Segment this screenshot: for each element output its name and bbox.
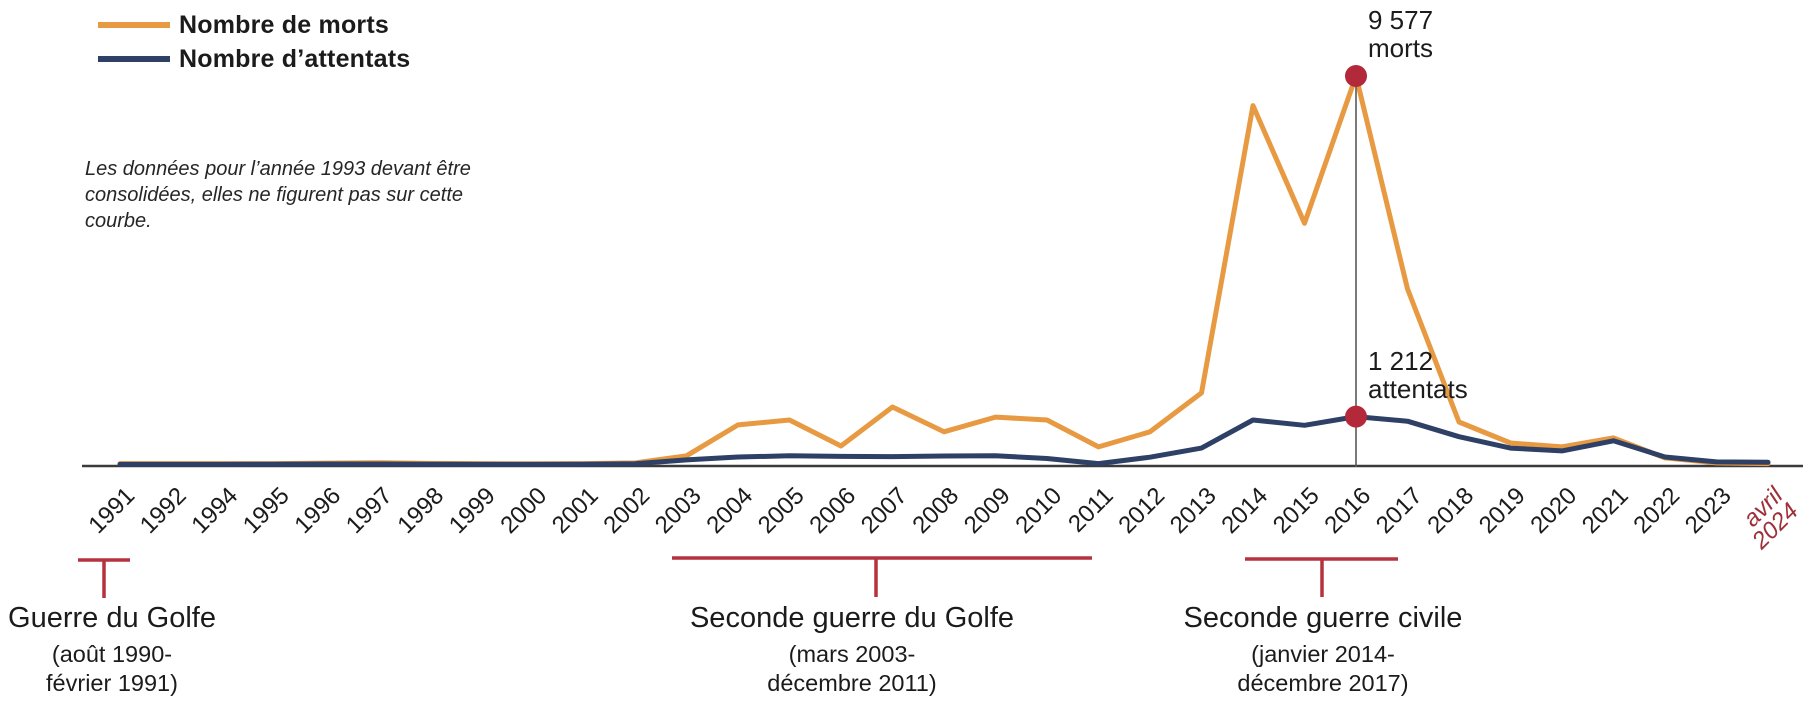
period-bracket xyxy=(672,556,1092,597)
x-tick-label: 2011 xyxy=(1063,482,1119,538)
x-tick-label: 1994 xyxy=(186,482,243,539)
legend-item-morts: Nombre de morts xyxy=(98,8,410,42)
x-tick-label: 2016 xyxy=(1319,482,1376,539)
attacks-peak-value: 1 212 xyxy=(1368,346,1434,376)
x-tick-label: 1996 xyxy=(289,482,346,539)
x-tick-label: 2001 xyxy=(547,482,604,539)
x-tick-label: 2006 xyxy=(804,482,861,539)
deaths-peak-dot xyxy=(1345,65,1367,87)
attacks-peak-unit: attentats xyxy=(1368,374,1468,404)
x-tick-label: 2002 xyxy=(598,482,655,539)
attentats-line-swatch xyxy=(98,56,170,62)
x-tick-label: 2013 xyxy=(1165,482,1222,539)
period-title: Seconde guerre du Golfe xyxy=(689,602,1015,634)
period-seconde-guerre-civile: Seconde guerre civile (janvier 2014- déc… xyxy=(1108,600,1538,698)
x-tick-label: 2014 xyxy=(1216,482,1273,539)
x-tick-label: 1998 xyxy=(392,482,449,539)
x-tick-label: 2021 xyxy=(1577,482,1634,539)
x-tick-label: 2008 xyxy=(907,482,964,539)
x-tick-label: 2015 xyxy=(1268,482,1325,539)
x-tick-label: 1999 xyxy=(444,482,501,539)
x-tick-label: 2018 xyxy=(1422,482,1479,539)
x-tick-label: 2022 xyxy=(1628,482,1685,539)
x-tick-label: 2007 xyxy=(856,482,913,539)
period-bracket xyxy=(78,558,130,598)
period-title: Guerre du Golfe xyxy=(8,602,216,634)
morts-line-swatch xyxy=(98,22,170,28)
deaths-peak-unit: morts xyxy=(1368,33,1433,63)
x-tick-label: 1995 xyxy=(238,482,295,539)
attacks-peak-label: 1 212 attentats xyxy=(1368,347,1468,403)
x-tick-label: 2000 xyxy=(495,482,552,539)
legend-item-attentats: Nombre d’attentats xyxy=(98,42,410,76)
line-attentats xyxy=(117,414,1771,467)
x-tick-label: 2012 xyxy=(1113,482,1170,539)
deaths-peak-label: 9 577 morts xyxy=(1368,6,1433,62)
x-tick-label: 2003 xyxy=(650,482,707,539)
x-tick-label: 2010 xyxy=(1010,482,1067,539)
period-bracket xyxy=(1245,557,1398,597)
deaths-peak-value: 9 577 xyxy=(1368,5,1434,35)
x-tick-label: 2004 xyxy=(701,482,758,539)
x-tick-label: avril2024 xyxy=(1731,482,1805,556)
x-tick-label: 2009 xyxy=(959,482,1016,539)
line-morts xyxy=(117,73,1771,467)
x-tick-label: 2005 xyxy=(753,482,810,539)
x-tick-label: 1997 xyxy=(341,482,398,539)
x-tick-label: 2017 xyxy=(1371,482,1428,539)
x-tick-label: 2023 xyxy=(1680,482,1737,539)
period-dates: (août 1990- février 1991) xyxy=(46,641,178,696)
note-missing-1993: Les données pour l’année 1993 devant êtr… xyxy=(85,158,471,232)
period-seconde-guerre-du-golfe: Seconde guerre du Golfe (mars 2003- déce… xyxy=(637,600,1067,698)
x-tick-label: 1991 xyxy=(83,482,140,539)
attacks-peak-dot xyxy=(1345,405,1367,428)
legend-label-morts: Nombre de morts xyxy=(179,10,389,39)
x-tick-label: 1992 xyxy=(135,482,192,539)
period-dates: (mars 2003- décembre 2011) xyxy=(767,641,937,696)
legend-label-attentats: Nombre d’attentats xyxy=(179,44,411,73)
period-guerre-du-golfe: Guerre du Golfe (août 1990- février 1991… xyxy=(0,600,272,698)
period-dates: (janvier 2014- décembre 2017) xyxy=(1237,641,1409,696)
period-title: Seconde guerre civile xyxy=(1183,602,1463,634)
x-tick-label: 2019 xyxy=(1474,482,1531,539)
legend: Nombre de morts Nombre d’attentats xyxy=(98,8,410,76)
x-tick-label: 2020 xyxy=(1525,482,1582,539)
